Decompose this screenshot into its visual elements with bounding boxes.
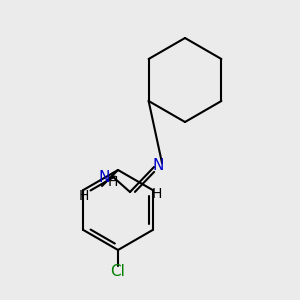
Text: Cl: Cl bbox=[111, 265, 125, 280]
Text: H: H bbox=[108, 175, 118, 189]
Text: N: N bbox=[152, 158, 164, 172]
Text: N: N bbox=[98, 170, 110, 185]
Text: H: H bbox=[79, 189, 89, 203]
Text: H: H bbox=[152, 187, 162, 201]
